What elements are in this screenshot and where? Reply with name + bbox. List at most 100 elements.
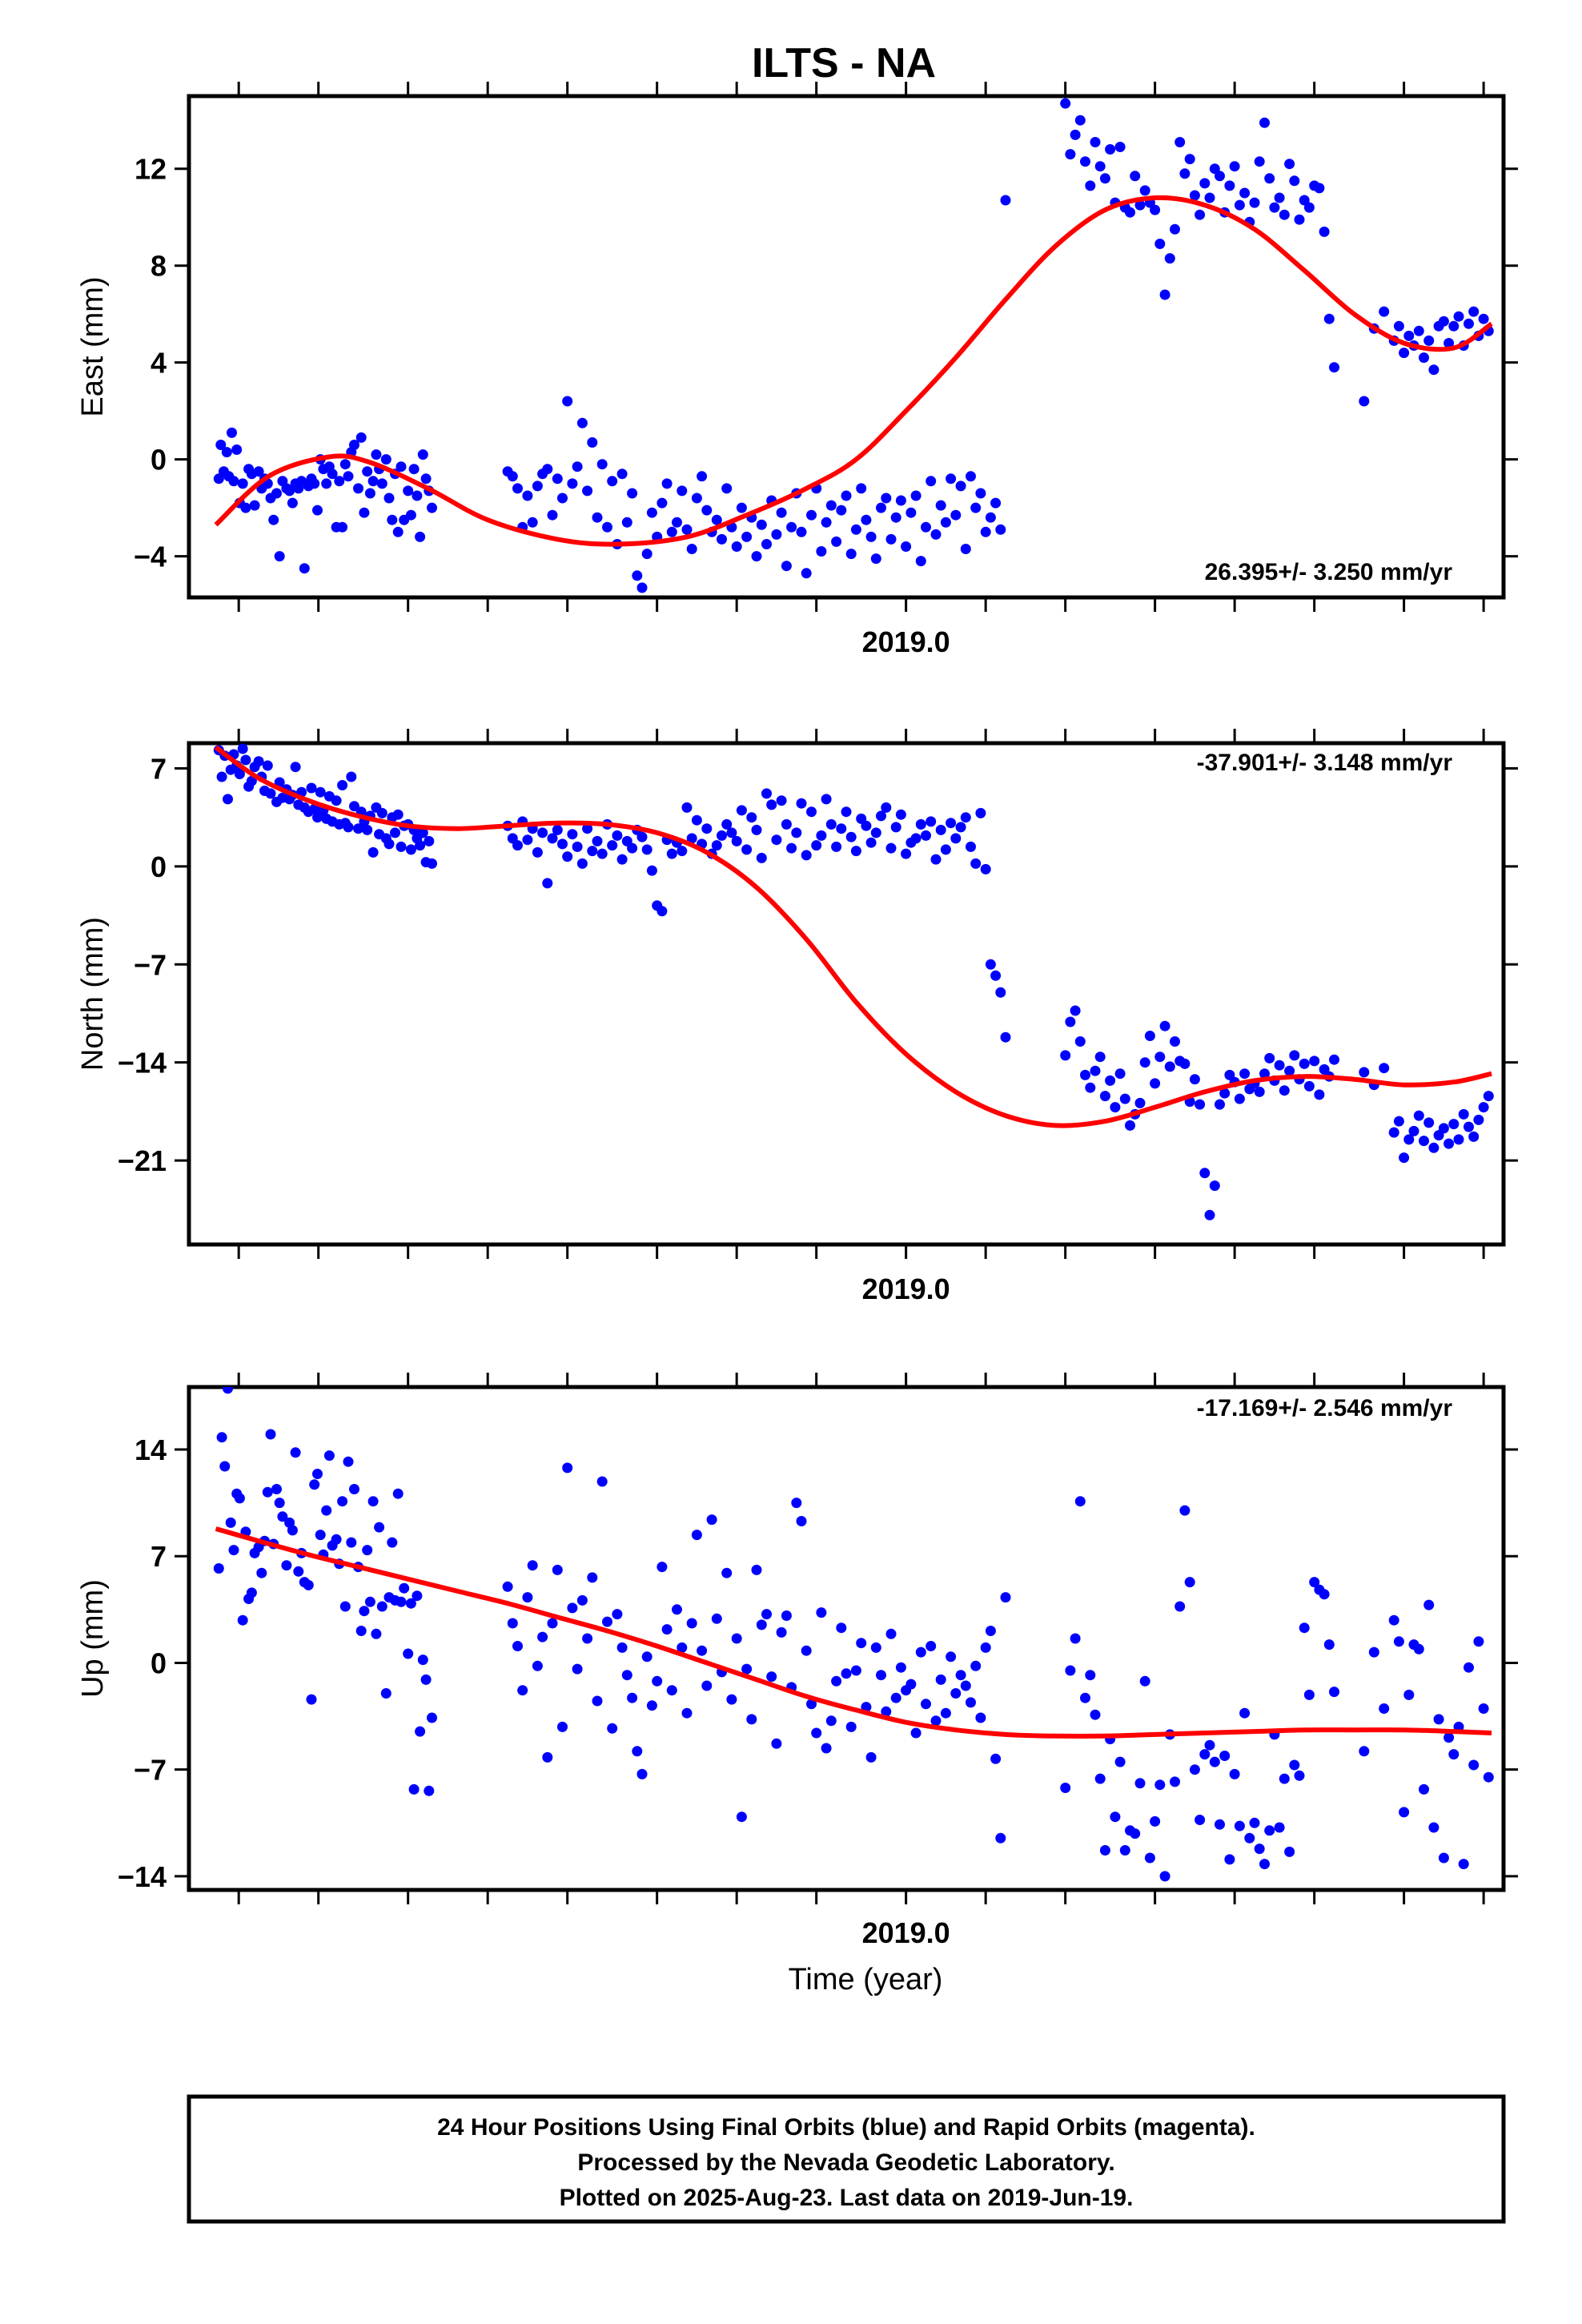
data-point	[1399, 348, 1410, 359]
data-point	[990, 1753, 1002, 1764]
data-point	[537, 1631, 548, 1642]
data-point	[861, 820, 872, 831]
data-point	[1094, 1051, 1106, 1063]
data-point	[701, 1680, 713, 1691]
y-axis-label: North (mm)	[76, 917, 110, 1071]
data-point	[374, 1522, 385, 1533]
data-point	[870, 827, 881, 838]
data-point	[396, 1596, 407, 1607]
data-point	[1189, 190, 1200, 201]
data-point	[1070, 1633, 1081, 1644]
data-point	[821, 794, 832, 805]
data-point	[736, 1811, 747, 1823]
y-tick-label: 12	[135, 153, 167, 186]
data-point	[343, 822, 354, 833]
data-point	[612, 830, 623, 841]
data-point	[816, 1607, 827, 1618]
y-tick-label: 14	[135, 1433, 167, 1466]
data-point	[890, 1692, 901, 1703]
data-point	[1085, 180, 1096, 191]
data-point	[527, 1560, 538, 1571]
data-point	[741, 1663, 753, 1675]
data-point	[1249, 197, 1260, 208]
data-point	[607, 1723, 618, 1734]
data-point	[323, 1450, 335, 1462]
data-point	[403, 485, 414, 497]
data-point	[921, 830, 931, 841]
data-point	[646, 865, 657, 876]
data-point	[396, 841, 407, 852]
data-point	[607, 476, 618, 487]
data-point	[602, 521, 612, 533]
data-point	[995, 1832, 1006, 1844]
y-tick-label: −4	[134, 541, 167, 573]
data-point	[786, 521, 797, 533]
data-point	[547, 509, 558, 521]
data-point	[930, 529, 942, 540]
data-point	[950, 1688, 962, 1699]
data-point	[1144, 1852, 1155, 1864]
data-point	[567, 829, 578, 840]
data-point	[1189, 1764, 1200, 1775]
data-point	[666, 848, 677, 859]
data-point	[930, 1715, 942, 1727]
data-point	[1179, 1058, 1191, 1069]
data-point	[1099, 1091, 1110, 1102]
data-point	[223, 1387, 233, 1394]
data-point	[731, 1633, 742, 1644]
data-point	[876, 502, 886, 513]
data-point	[955, 822, 966, 833]
data-point	[223, 794, 233, 805]
data-point	[1110, 1811, 1121, 1823]
data-point	[315, 786, 326, 798]
data-point	[532, 480, 543, 492]
data-point	[1319, 1589, 1330, 1600]
data-point	[1294, 214, 1305, 225]
data-point	[776, 507, 787, 518]
data-point	[312, 1469, 323, 1479]
data-point	[1323, 313, 1335, 324]
data-point	[1284, 1065, 1295, 1076]
data-point	[596, 1476, 608, 1487]
data-point	[277, 1511, 288, 1522]
data-point	[1000, 1592, 1011, 1603]
data-point	[836, 823, 847, 834]
plot-frame	[187, 94, 1506, 600]
data-point	[309, 478, 320, 489]
data-point	[895, 809, 906, 820]
data-point	[955, 480, 966, 492]
data-point	[281, 1560, 292, 1571]
data-point	[706, 1514, 717, 1526]
data-point	[1458, 1108, 1469, 1120]
data-point	[1249, 1817, 1260, 1828]
data-point	[1074, 1036, 1086, 1047]
data-point	[1393, 320, 1404, 332]
data-point	[890, 512, 901, 523]
data-point	[1080, 1692, 1090, 1703]
data-point	[1473, 1636, 1484, 1647]
data-point	[895, 495, 906, 506]
data-point	[686, 1618, 697, 1629]
y-tick-label: 7	[151, 1540, 167, 1573]
data-point	[274, 551, 285, 562]
data-point	[1170, 1036, 1180, 1047]
data-point	[1134, 1778, 1146, 1789]
footer-line-2: Processed by the Nevada Geodetic Laborat…	[577, 2149, 1114, 2176]
data-point	[895, 1662, 906, 1673]
rate-label: -17.169+/- 2.546 mm/yr	[1197, 1395, 1453, 1421]
data-point	[870, 1642, 881, 1653]
data-point	[721, 483, 733, 494]
data-point	[420, 473, 432, 485]
data-point	[1309, 1055, 1320, 1067]
data-point	[353, 823, 363, 834]
data-point	[216, 771, 227, 782]
data-point	[512, 840, 523, 851]
data-point	[227, 427, 237, 438]
data-point	[865, 837, 877, 848]
data-point	[383, 838, 395, 850]
data-point	[274, 1498, 285, 1509]
data-point	[1099, 173, 1110, 184]
data-point	[290, 1447, 301, 1458]
data-point	[865, 1751, 877, 1763]
x-tick-label: 2019.0	[862, 1273, 950, 1305]
